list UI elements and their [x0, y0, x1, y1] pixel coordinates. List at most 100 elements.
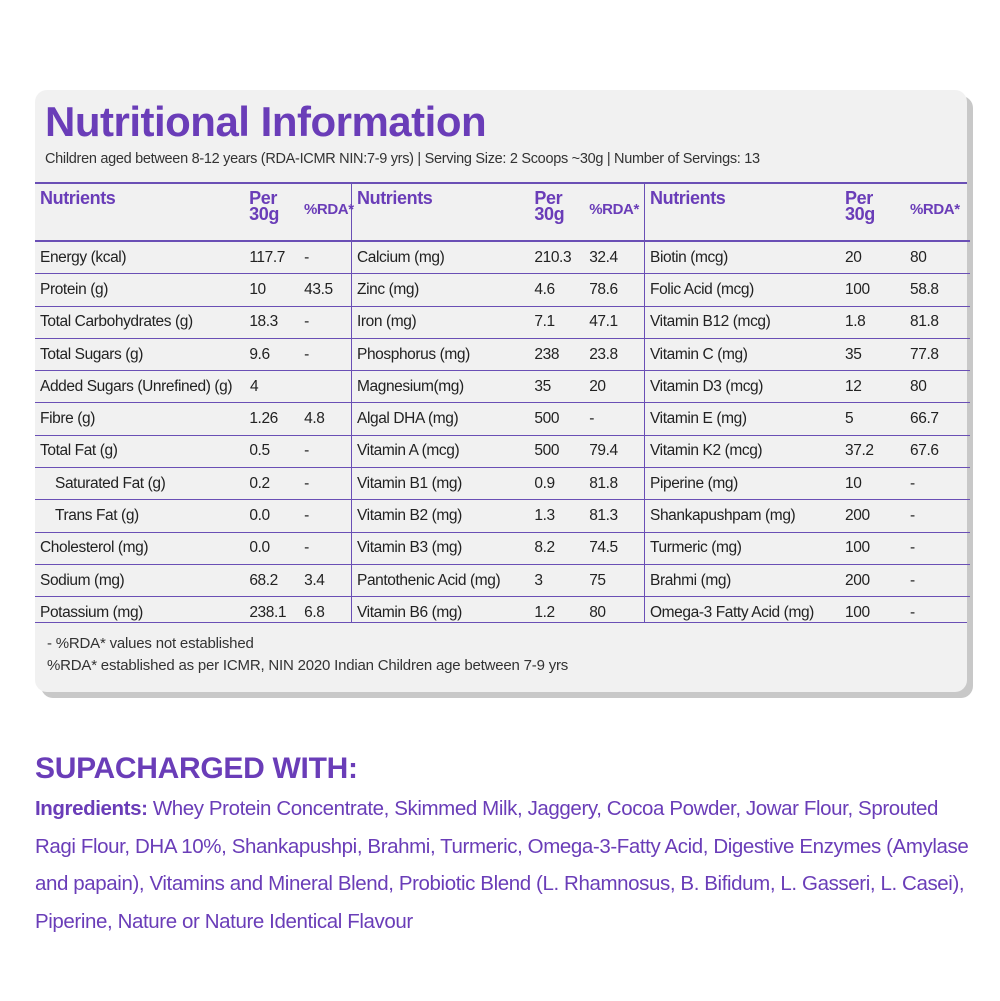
table-cell: 35 [845, 345, 862, 363]
table-row: Pantothenic Acid (mg) 3 75 [352, 565, 644, 598]
table-cell: 35 [534, 377, 551, 395]
table-cell: 4.6 [534, 280, 555, 298]
table-cell: 74.5 [589, 539, 618, 557]
header-row: Nutrients Per 30g %RDA* [35, 184, 354, 242]
table-cell: 5 [845, 410, 854, 428]
table-row: Total Carbohydrates (g) 18.3 - [35, 307, 351, 339]
table-cell: 10 [249, 280, 266, 298]
table-cell: 18.3 [249, 313, 278, 331]
table-row: Vitamin D3 (mcg) 12 80 [645, 371, 970, 404]
table-row: Phosphorus (mg) 238 23.8 [352, 339, 644, 372]
note: %RDA* established as per ICMR, NIN 2020 … [47, 657, 569, 674]
section-heading: SUPACHARGED WITH: [35, 752, 358, 785]
table-cell: 117.7 [249, 248, 285, 266]
header-cell: Nutrients [40, 188, 116, 208]
table-row: Total Fat (g) 0.5 - [35, 436, 351, 469]
column-group: Nutrients Per 30g %RDA* Energy (kcal) 117.7 -… [35, 184, 354, 622]
table-cell: Vitamin B6 (mg) [357, 603, 462, 621]
header-cell: Per 30g [249, 188, 279, 224]
ingredients-label: Ingredients: [35, 797, 148, 820]
table-cell: - [589, 410, 594, 428]
table-cell: 0.0 [249, 507, 270, 525]
table-cell: 238.1 [249, 603, 287, 621]
table-row: Vitamin E (mg) 5 66.7 [645, 403, 970, 436]
table-cell: 79.4 [589, 442, 618, 460]
nutrition-card: Nutritional Information Children aged be… [35, 90, 970, 692]
table-cell: Protein (g) [40, 280, 108, 298]
ingredients-text: Whey Protein Concentrate, Skimmed Milk, … [35, 797, 969, 933]
table-cell: - [304, 539, 309, 557]
table-cell: 1.26 [249, 410, 278, 428]
subtitle: Children aged between 8-12 years (RDA-IC… [45, 151, 760, 167]
table-cell: 20 [845, 248, 862, 266]
table-row: Vitamin A (mcg) 500 79.4 [352, 436, 644, 469]
table-row: Total Sugars (g) 9.6 - [35, 339, 351, 372]
table-cell: Total Sugars (g) [40, 345, 144, 363]
nutrition-table: Nutrients Per 30g %RDA* Energy (kcal) 117.7 -… [35, 182, 970, 623]
note: - %RDA* values not established [47, 635, 254, 652]
table-cell: Shankapushpam (mg) [650, 507, 796, 525]
table-cell: - [304, 345, 309, 363]
table-cell: 8.2 [534, 539, 555, 557]
table-cell: 32.4 [589, 248, 618, 266]
table-cell: 100 [845, 280, 870, 298]
table-cell: Vitamin B2 (mg) [357, 507, 462, 525]
table-row: Biotin (mcg) 20 80 [645, 242, 970, 275]
table-row: Saturated Fat (g) 0.2 - [35, 468, 351, 501]
table-cell: 500 [534, 410, 560, 428]
table-cell: Omega-3 Fatty Acid (mg) [650, 603, 814, 621]
table-cell: 58.8 [910, 280, 939, 298]
table-cell: - [910, 539, 915, 557]
header-row: Nutrients Per 30g %RDA* [645, 184, 970, 242]
table-cell: Algal DHA (mg) [357, 410, 459, 428]
table-cell: 12 [845, 377, 862, 395]
table-row: Zinc (mg) 4.6 78.6 [352, 274, 644, 307]
table-cell: 210.3 [534, 248, 572, 266]
table-cell: Fibre (g) [40, 410, 95, 428]
table-row: Protein (g) 10 43.5 [35, 274, 351, 307]
table-row: Omega-3 Fatty Acid (mg) 100 - [645, 597, 970, 628]
table-cell: Folic Acid (mcg) [650, 280, 754, 298]
notes: - %RDA* values not established %RDA* est… [47, 633, 568, 677]
table-cell: 238 [534, 345, 560, 363]
table-cell: - [910, 507, 915, 525]
table-cell: 66.7 [910, 410, 939, 428]
table-cell: 0.5 [249, 442, 270, 460]
table-cell: 0.9 [534, 474, 555, 492]
table-row: Trans Fat (g) 0.0 - [35, 500, 351, 533]
table-cell: 3 [534, 571, 543, 589]
table-cell: 9.6 [249, 345, 270, 363]
table-cell: Potassium (mg) [40, 603, 143, 621]
table-cell: Pantothenic Acid (mg) [357, 571, 501, 589]
table-row: Folic Acid (mcg) 100 58.8 [645, 274, 970, 307]
table-cell: 0.2 [249, 474, 270, 492]
header-cell: Per 30g [845, 188, 875, 224]
table-cell: 75 [589, 571, 606, 589]
table-row: Fibre (g) 1.26 4.8 [35, 403, 351, 436]
table-cell: - [304, 313, 309, 331]
table-row: Magnesium(mg) 35 20 [352, 371, 644, 404]
table-cell: Turmeric (mg) [650, 539, 742, 557]
table-cell: - [910, 603, 915, 621]
table-cell: 23.8 [589, 345, 618, 363]
table-cell: 68.2 [249, 571, 278, 589]
table-cell: Biotin (mcg) [650, 248, 728, 266]
table-cell: Phosphorus (mg) [357, 345, 470, 363]
table-cell: - [910, 474, 915, 492]
table-cell: Brahmi (mg) [650, 571, 731, 589]
table-cell: 43.5 [304, 280, 333, 298]
table-row: Iron (mg) 7.1 47.1 [352, 307, 644, 339]
table-cell: Cholesterol (mg) [40, 539, 149, 557]
table-cell: Vitamin D3 (mcg) [650, 377, 764, 395]
table-cell: - [304, 248, 309, 266]
table-cell: 7.1 [534, 313, 555, 331]
table-cell: - [304, 442, 309, 460]
table-cell: Energy (kcal) [40, 248, 127, 266]
table-cell: Vitamin B3 (mg) [357, 539, 462, 557]
table-row: Vitamin K2 (mcg) 37.2 67.6 [645, 436, 970, 469]
table-row: Vitamin B12 (mcg) 1.8 81.8 [645, 307, 970, 339]
header-row: Nutrients Per 30g %RDA* [352, 184, 644, 242]
table-cell: 4.8 [304, 410, 325, 428]
header-cell: %RDA* [589, 201, 639, 218]
table-row: Algal DHA (mg) 500 - [352, 403, 644, 436]
